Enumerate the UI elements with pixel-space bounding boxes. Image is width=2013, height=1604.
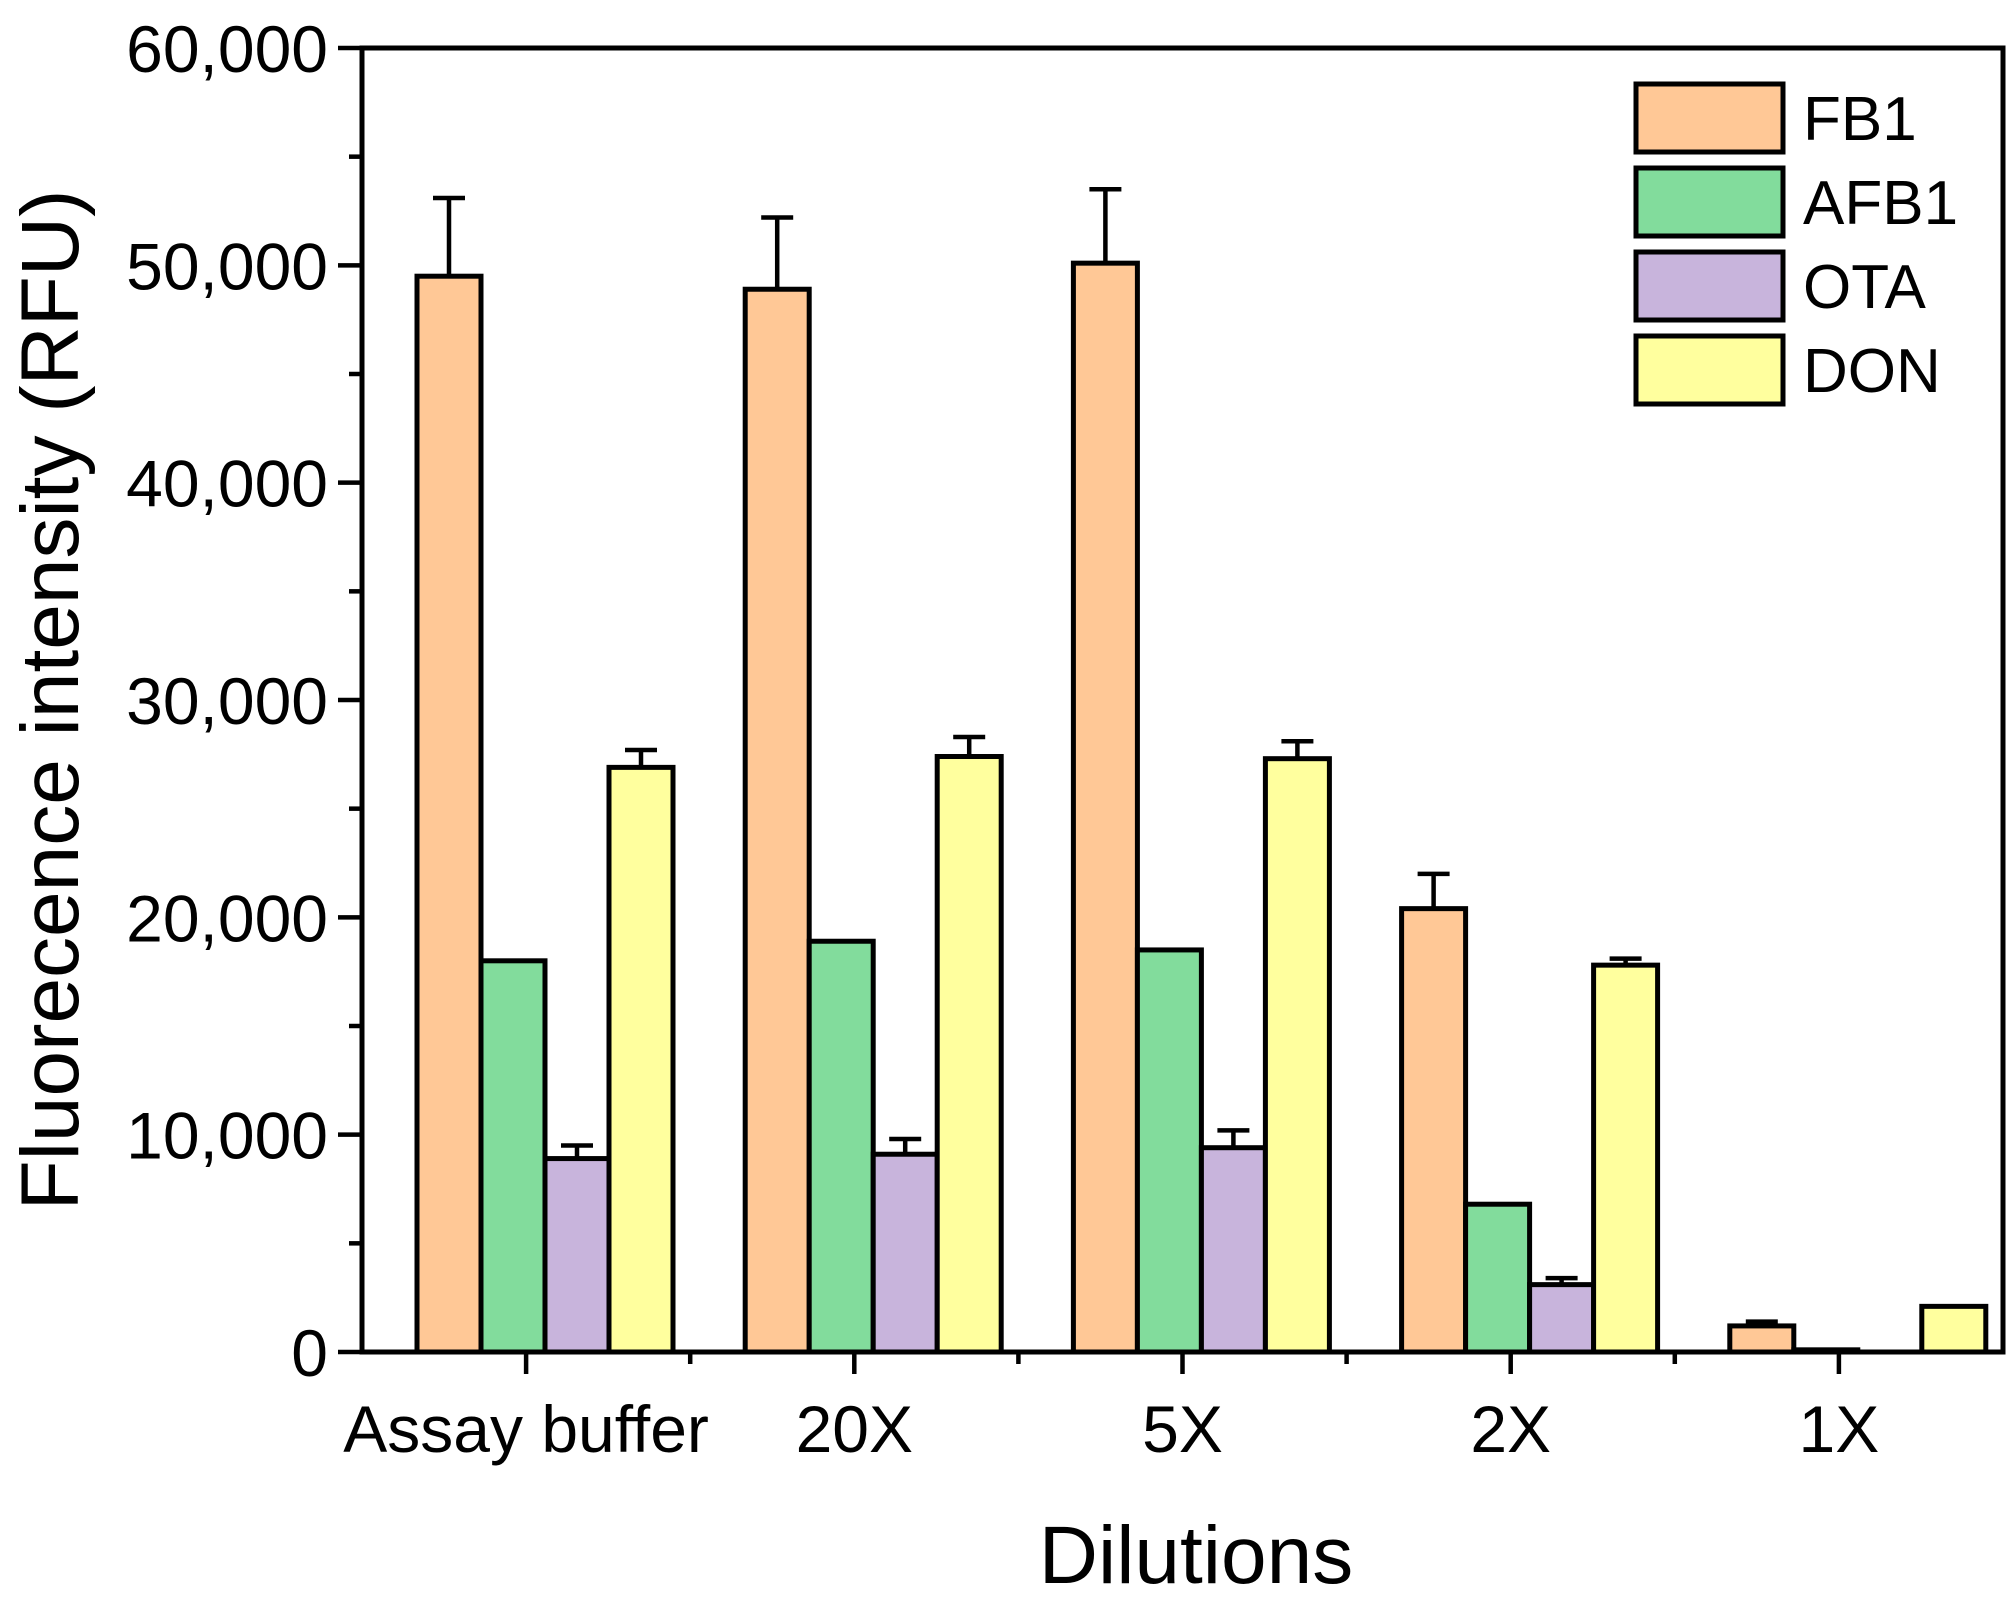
legend-swatch-afb1 xyxy=(1633,165,1786,239)
bar-ota-3 xyxy=(1527,1282,1597,1355)
bar-afb1-1 xyxy=(806,938,876,1355)
bar-fb1-2 xyxy=(1070,260,1140,1355)
legend-label-don: DON xyxy=(1803,337,1941,406)
y-tick-label: 60,000 xyxy=(126,12,328,86)
legend-swatch-ota xyxy=(1633,249,1786,323)
legend: FB1 AFB1 OTA DON xyxy=(1633,81,1958,407)
x-tick-label: 5X xyxy=(1142,1392,1223,1466)
x-tick-label: 2X xyxy=(1470,1392,1551,1466)
bar-don-3 xyxy=(1591,962,1661,1355)
x-axis-title: Dilutions xyxy=(1039,1510,1353,1601)
bar-ota-1 xyxy=(870,1151,940,1355)
bar-don-1 xyxy=(934,754,1004,1355)
bar-don-0 xyxy=(606,764,676,1355)
y-tick-label: 0 xyxy=(291,1316,328,1390)
legend-label-ota: OTA xyxy=(1803,253,1926,322)
bar-fb1-4 xyxy=(1727,1323,1797,1355)
y-tick-label: 40,000 xyxy=(126,447,328,521)
bars-layer xyxy=(414,260,1989,1355)
bar-ota-0 xyxy=(542,1156,612,1355)
bar-ota-2 xyxy=(1198,1145,1268,1355)
y-tick-label: 50,000 xyxy=(126,229,328,303)
y-tick-label: 20,000 xyxy=(126,881,328,955)
ticks-layer: 0 10,000 20,000 30,000 40,000 50,000 60,000 Ass… xyxy=(126,12,1879,1466)
bar-don-4 xyxy=(1919,1303,1989,1355)
legend-swatch-don xyxy=(1633,333,1786,407)
bar-fb1-3 xyxy=(1399,906,1469,1355)
y-tick-label: 10,000 xyxy=(126,1099,328,1173)
bar-afb1-2 xyxy=(1134,947,1204,1355)
bar-don-2 xyxy=(1262,756,1332,1355)
legend-label-fb1: FB1 xyxy=(1803,85,1917,154)
bar-afb1-0 xyxy=(478,958,548,1355)
error-bars-layer xyxy=(433,187,1778,1326)
x-tick-label: Assay buffer xyxy=(343,1392,709,1466)
y-tick-label: 30,000 xyxy=(126,664,328,738)
legend-label-afb1: AFB1 xyxy=(1803,169,1958,238)
bar-fb1-0 xyxy=(414,273,484,1355)
bar-afb1-3 xyxy=(1463,1201,1533,1355)
x-tick-label: 20X xyxy=(796,1392,913,1466)
y-axis-title: Fluorecence intensity (RFU) xyxy=(5,190,96,1211)
bar-fb1-1 xyxy=(742,286,812,1355)
x-tick-label: 1X xyxy=(1799,1392,1880,1466)
legend-swatch-fb1 xyxy=(1633,81,1786,155)
